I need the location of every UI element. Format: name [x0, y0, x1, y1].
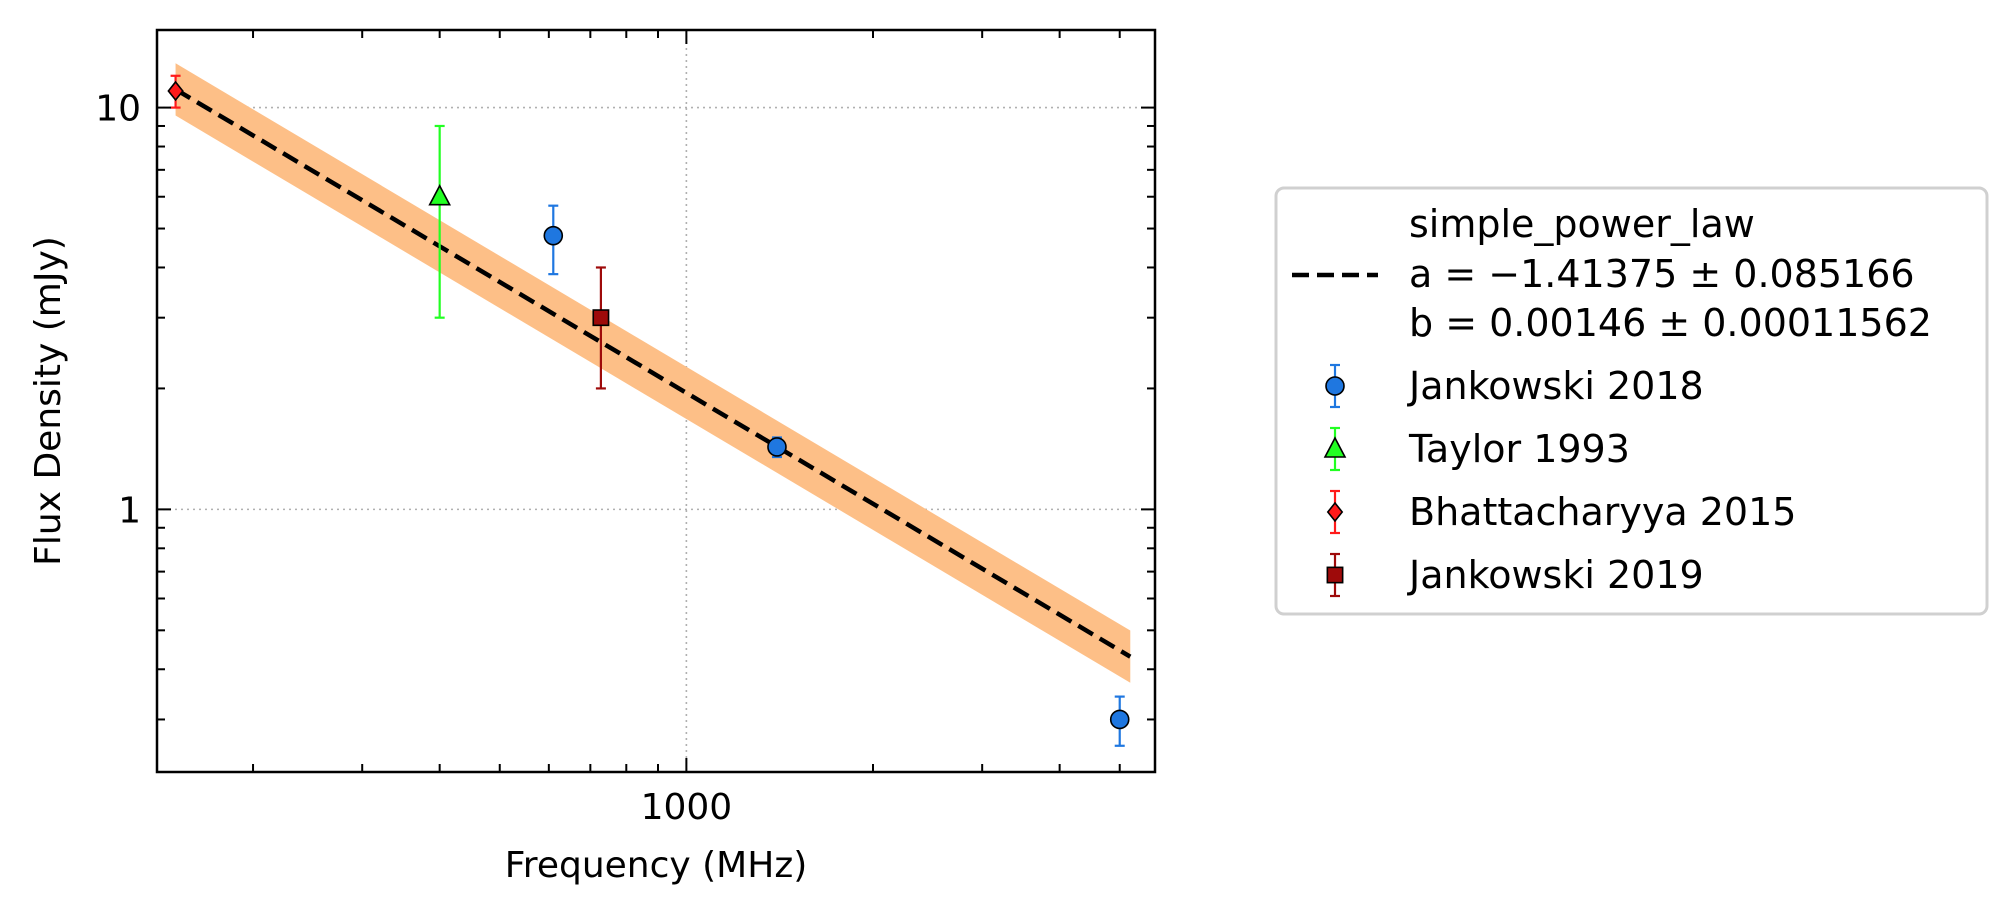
- data-point-square: [592, 309, 610, 327]
- legend-fit-param-a: a = −1.41375 ± 0.085166: [1409, 252, 1915, 296]
- legend-marker-square: [1326, 566, 1344, 584]
- y-tick-label: 1: [118, 490, 141, 531]
- plot-frame: [155, 28, 1157, 774]
- legend-label: Jankowski 2018: [1407, 364, 1704, 408]
- legend-label: Bhattacharyya 2015: [1409, 490, 1796, 534]
- tick-labels: 1000 1 10: [95, 89, 732, 828]
- data-point-circle: [1109, 709, 1130, 730]
- legend-entry: Taylor 1993: [1323, 426, 1630, 472]
- legend-frame: [1274, 186, 1989, 616]
- data-point-circle: [767, 437, 787, 457]
- series-1: [428, 124, 451, 319]
- series-2: [167, 74, 184, 109]
- legend-label: Taylor 1993: [1408, 427, 1630, 471]
- axis-ticks: [157, 30, 1155, 772]
- y-axis-label: Flux Density (mJy): [28, 236, 69, 566]
- x-axis-label: Frequency (MHz): [505, 845, 808, 886]
- legend-marker-circle: [1325, 376, 1345, 396]
- data-point-diamond: [167, 80, 184, 102]
- legend-entries: Jankowski 2018 Taylor 1993 Bhattacharyya 2…: [1323, 363, 1796, 598]
- data-point-circle: [543, 225, 564, 246]
- legend: simple_power_law a = −1.41375 ± 0.085166…: [1274, 186, 1989, 616]
- legend-fit-param-b: b = 0.00146 ± 0.00011562: [1409, 301, 1932, 345]
- fit-line: [174, 87, 1132, 659]
- y-tick-label: 10: [95, 89, 141, 130]
- series-0: [543, 204, 1130, 747]
- grid-lines: [157, 30, 1155, 772]
- series-3: [592, 266, 610, 390]
- legend-label: Jankowski 2019: [1407, 553, 1704, 597]
- data-point-triangle: [428, 184, 451, 206]
- legend-marker-diamond: [1326, 501, 1344, 523]
- x-tick-label: 1000: [641, 787, 733, 828]
- legend-fit-name: simple_power_law: [1409, 202, 1755, 246]
- legend-marker-triangle: [1323, 436, 1347, 458]
- fit-line-layer: [174, 87, 1132, 659]
- data-points-layer: [167, 74, 1130, 747]
- legend-entry: Bhattacharyya 2015: [1326, 489, 1796, 535]
- legend-entry: Jankowski 2019: [1326, 552, 1704, 598]
- legend-entry: Jankowski 2018: [1325, 363, 1704, 409]
